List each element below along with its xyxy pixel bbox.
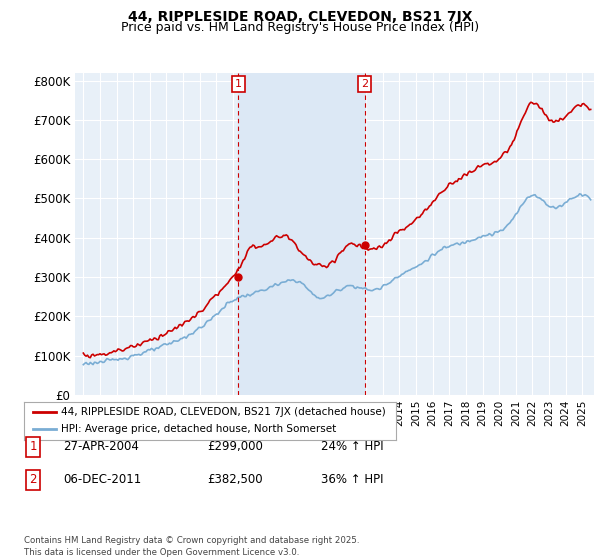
Text: 2: 2	[361, 79, 368, 89]
Text: 2: 2	[29, 473, 37, 487]
Text: Contains HM Land Registry data © Crown copyright and database right 2025.
This d: Contains HM Land Registry data © Crown c…	[24, 536, 359, 557]
Text: £382,500: £382,500	[207, 473, 263, 487]
Text: 1: 1	[29, 440, 37, 454]
Bar	[238, 73, 365, 395]
Text: Price paid vs. HM Land Registry's House Price Index (HPI): Price paid vs. HM Land Registry's House …	[121, 21, 479, 34]
Text: 36% ↑ HPI: 36% ↑ HPI	[321, 473, 383, 487]
Text: 1: 1	[235, 79, 242, 89]
Text: £299,000: £299,000	[207, 440, 263, 454]
Text: 44, RIPPLESIDE ROAD, CLEVEDON, BS21 7JX (detached house): 44, RIPPLESIDE ROAD, CLEVEDON, BS21 7JX …	[61, 407, 386, 417]
Text: HPI: Average price, detached house, North Somerset: HPI: Average price, detached house, Nort…	[61, 424, 337, 435]
Text: 27-APR-2004: 27-APR-2004	[63, 440, 139, 454]
Text: 06-DEC-2011: 06-DEC-2011	[63, 473, 141, 487]
Text: 24% ↑ HPI: 24% ↑ HPI	[321, 440, 383, 454]
Text: 44, RIPPLESIDE ROAD, CLEVEDON, BS21 7JX: 44, RIPPLESIDE ROAD, CLEVEDON, BS21 7JX	[128, 10, 472, 24]
